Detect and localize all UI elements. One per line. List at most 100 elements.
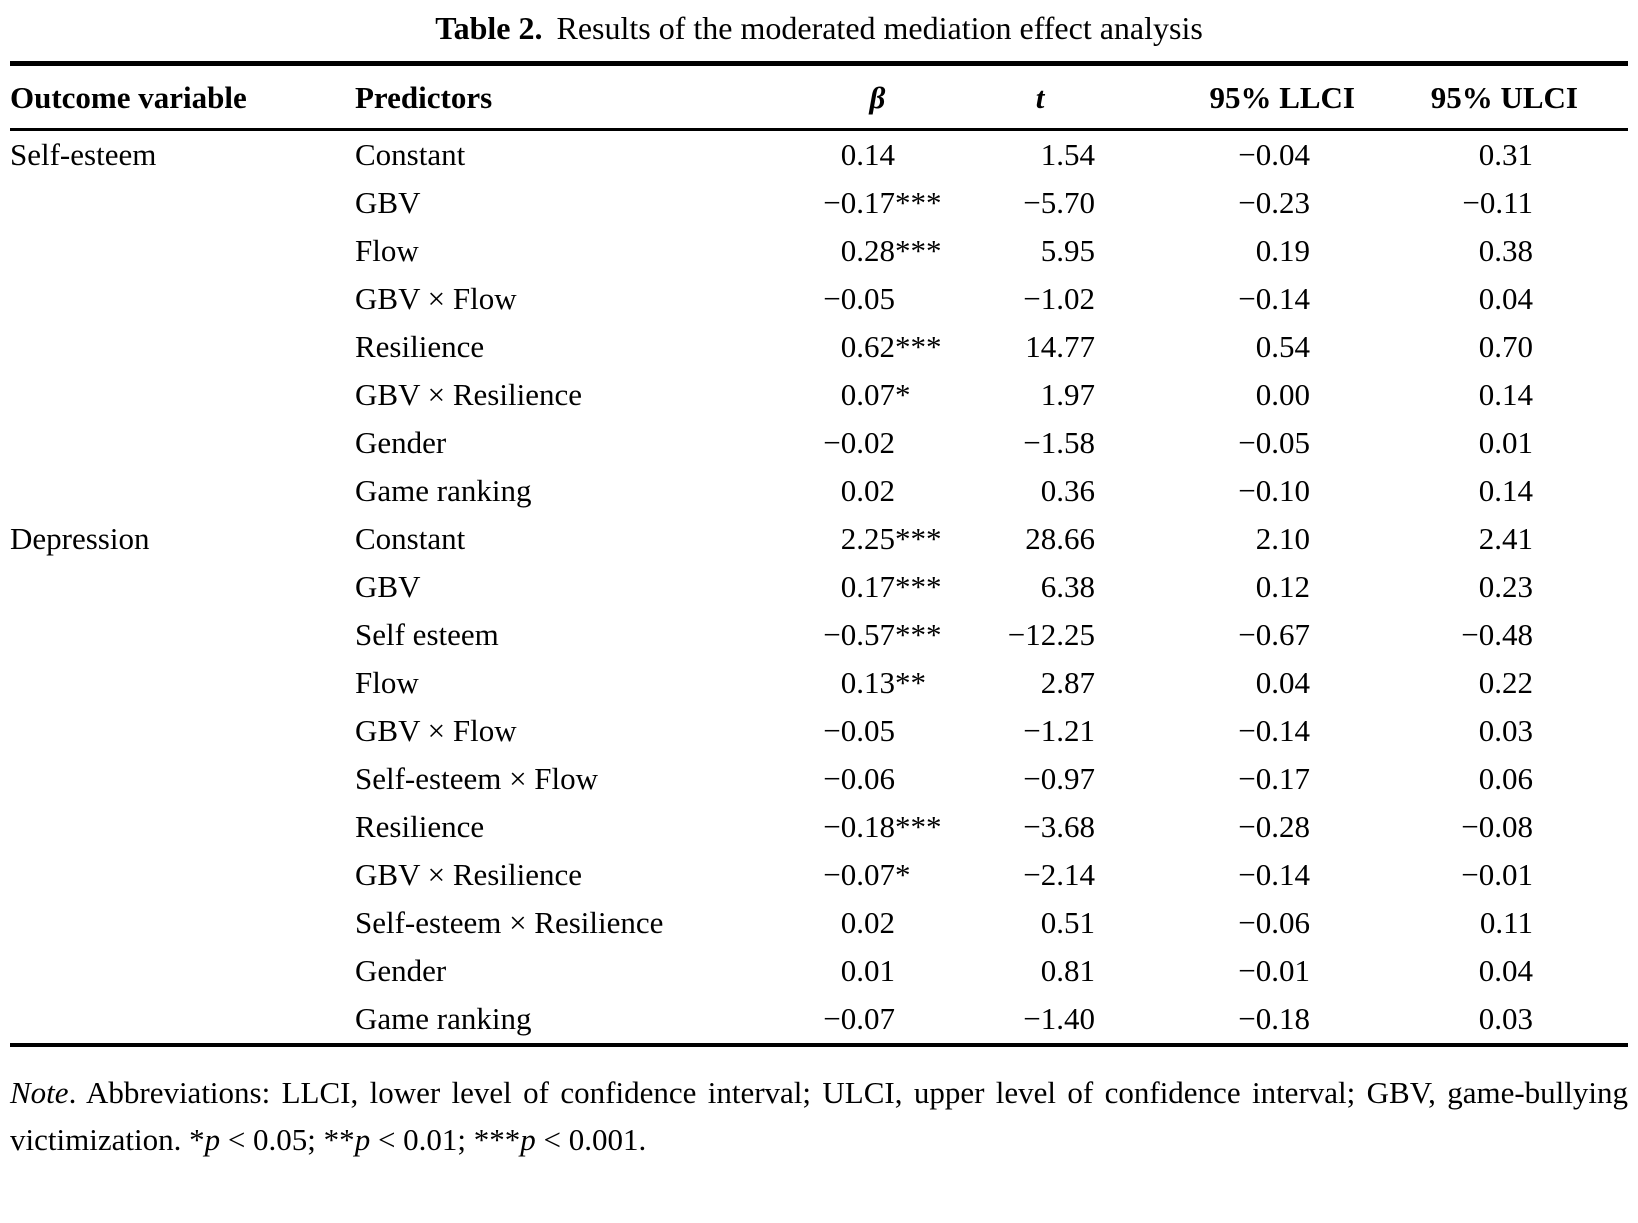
significance-stars: *** — [895, 569, 942, 604]
beta-cell: 0.01 — [795, 947, 960, 995]
header-predictors: Predictors — [355, 63, 795, 131]
t-value-cell: 0.81 — [1040, 953, 1095, 988]
significance-stars: *** — [895, 521, 942, 556]
predictor-cell: Game ranking — [355, 473, 532, 508]
t-value-cell: −2.14 — [1023, 857, 1095, 892]
beta-cell: 0.62 *** — [795, 323, 960, 371]
predictor-cell: Flow — [355, 233, 419, 268]
ulci-cell: −0.11 — [1462, 185, 1533, 220]
beta-cell: −0.18 *** — [795, 803, 960, 851]
beta-number: 0.62 — [840, 329, 895, 364]
beta-value: 0.62 *** — [795, 329, 960, 365]
table-row: Self-esteem × Flow −0.06 −0.97 −0.17 0.06 — [10, 755, 1628, 803]
beta-cell: 0.02 — [795, 899, 960, 947]
beta-value: −0.07 * — [795, 857, 960, 893]
significance-stars: *** — [895, 329, 942, 364]
header-95-ulci: 95% ULCI — [1380, 63, 1628, 131]
llci-cell: −0.14 — [1238, 281, 1310, 316]
t-value-cell: 5.95 — [1040, 233, 1095, 268]
t-value-cell: 0.36 — [1040, 473, 1095, 508]
outcome-variable-cell: Depression — [10, 521, 150, 556]
significance-stars: *** — [895, 233, 942, 268]
llci-cell: −0.67 — [1238, 617, 1310, 652]
table-caption: Results of the moderated mediation effec… — [556, 10, 1203, 46]
note-italic-segment: p — [354, 1122, 371, 1157]
t-value-cell: 0.51 — [1040, 905, 1095, 940]
beta-value: 0.01 — [795, 953, 960, 989]
beta-value: 0.17 *** — [795, 569, 960, 605]
predictor-cell: Flow — [355, 665, 419, 700]
predictor-cell: GBV × Flow — [355, 713, 517, 748]
ulci-cell: 0.03 — [1478, 713, 1533, 748]
beta-number: −0.05 — [823, 713, 895, 748]
ulci-cell: 0.04 — [1478, 281, 1533, 316]
ulci-cell: −0.01 — [1461, 857, 1533, 892]
beta-value: 0.02 — [795, 473, 960, 509]
beta-number: 0.28 — [840, 233, 895, 268]
beta-value: 2.25 *** — [795, 521, 960, 557]
table-row: GBV × Resilience 0.07 * 1.97 0.00 0.14 — [10, 371, 1628, 419]
llci-cell: −0.10 — [1238, 473, 1310, 508]
beta-cell: −0.57 *** — [795, 611, 960, 659]
llci-cell: 0.19 — [1255, 233, 1310, 268]
note-segment: < 0.05; ** — [220, 1122, 355, 1157]
note-italic-segment: p — [204, 1122, 221, 1157]
llci-cell: 2.10 — [1255, 521, 1310, 556]
beta-cell: −0.17 *** — [795, 179, 960, 227]
t-value-cell: −5.70 — [1023, 185, 1095, 220]
header-95-llci: 95% LLCI — [1120, 63, 1380, 131]
outcome-variable-cell — [10, 947, 355, 995]
outcome-variable-cell — [10, 227, 355, 275]
beta-cell: 2.25 *** — [795, 515, 960, 563]
ulci-cell: −0.48 — [1461, 617, 1533, 652]
llci-cell: −0.06 — [1238, 905, 1310, 940]
table-row: Self-esteem Constant 0.14 1.54 −0.04 0.31 — [10, 130, 1628, 180]
outcome-variable-cell — [10, 323, 355, 371]
ulci-cell: 0.22 — [1478, 665, 1533, 700]
predictor-cell: Resilience — [355, 329, 485, 364]
t-value-cell: 2.87 — [1040, 665, 1095, 700]
ulci-cell: 2.41 — [1478, 521, 1533, 556]
llci-cell: 0.00 — [1255, 377, 1310, 412]
significance-stars: *** — [895, 185, 942, 220]
llci-cell: −0.17 — [1238, 761, 1310, 796]
beta-number: 0.02 — [840, 905, 895, 940]
significance-stars: *** — [895, 617, 942, 652]
table-row: Flow 0.28 *** 5.95 0.19 0.38 — [10, 227, 1628, 275]
table-row: Game ranking −0.07 −1.40 −0.18 0.03 — [10, 995, 1628, 1045]
note-segment: < 0.01; *** — [370, 1122, 521, 1157]
beta-cell: 0.28 *** — [795, 227, 960, 275]
llci-cell: 0.04 — [1255, 665, 1310, 700]
table-row: GBV × Flow −0.05 −1.02 −0.14 0.04 — [10, 275, 1628, 323]
beta-number: −0.18 — [823, 809, 895, 844]
outcome-variable-cell — [10, 707, 355, 755]
llci-cell: −0.28 — [1238, 809, 1310, 844]
beta-cell: 0.13 ** — [795, 659, 960, 707]
header-beta: β — [795, 63, 960, 131]
beta-cell: −0.07 * — [795, 851, 960, 899]
beta-value: −0.18 *** — [795, 809, 960, 845]
outcome-variable-cell — [10, 371, 355, 419]
note-segment: < 0.001. — [535, 1122, 647, 1157]
llci-cell: 0.12 — [1255, 569, 1310, 604]
table-row: GBV −0.17 *** −5.70 −0.23 −0.11 — [10, 179, 1628, 227]
t-value-cell: 1.54 — [1040, 137, 1095, 172]
predictor-cell: GBV — [355, 569, 421, 604]
table-row: GBV × Resilience −0.07 * −2.14 −0.14 −0.01 — [10, 851, 1628, 899]
note-segment: . Abbreviations: LLCI, lower level of co… — [10, 1075, 1628, 1157]
outcome-variable-cell — [10, 803, 355, 851]
ulci-cell: 0.01 — [1478, 425, 1533, 460]
t-value-cell: −1.58 — [1023, 425, 1095, 460]
table-row: GBV 0.17 *** 6.38 0.12 0.23 — [10, 563, 1628, 611]
beta-value: −0.05 — [795, 281, 960, 317]
predictor-cell: Gender — [355, 953, 447, 988]
beta-number: −0.07 — [823, 857, 895, 892]
t-value-cell: 14.77 — [1025, 329, 1095, 364]
table-row: Self-esteem × Resilience 0.02 0.51 −0.06 0.1… — [10, 899, 1628, 947]
beta-value: 0.13 ** — [795, 665, 960, 701]
outcome-variable-cell — [10, 659, 355, 707]
beta-value: −0.06 — [795, 761, 960, 797]
beta-cell: 0.02 — [795, 467, 960, 515]
ulci-cell: 0.11 — [1479, 905, 1533, 940]
beta-number: 0.14 — [840, 137, 895, 172]
